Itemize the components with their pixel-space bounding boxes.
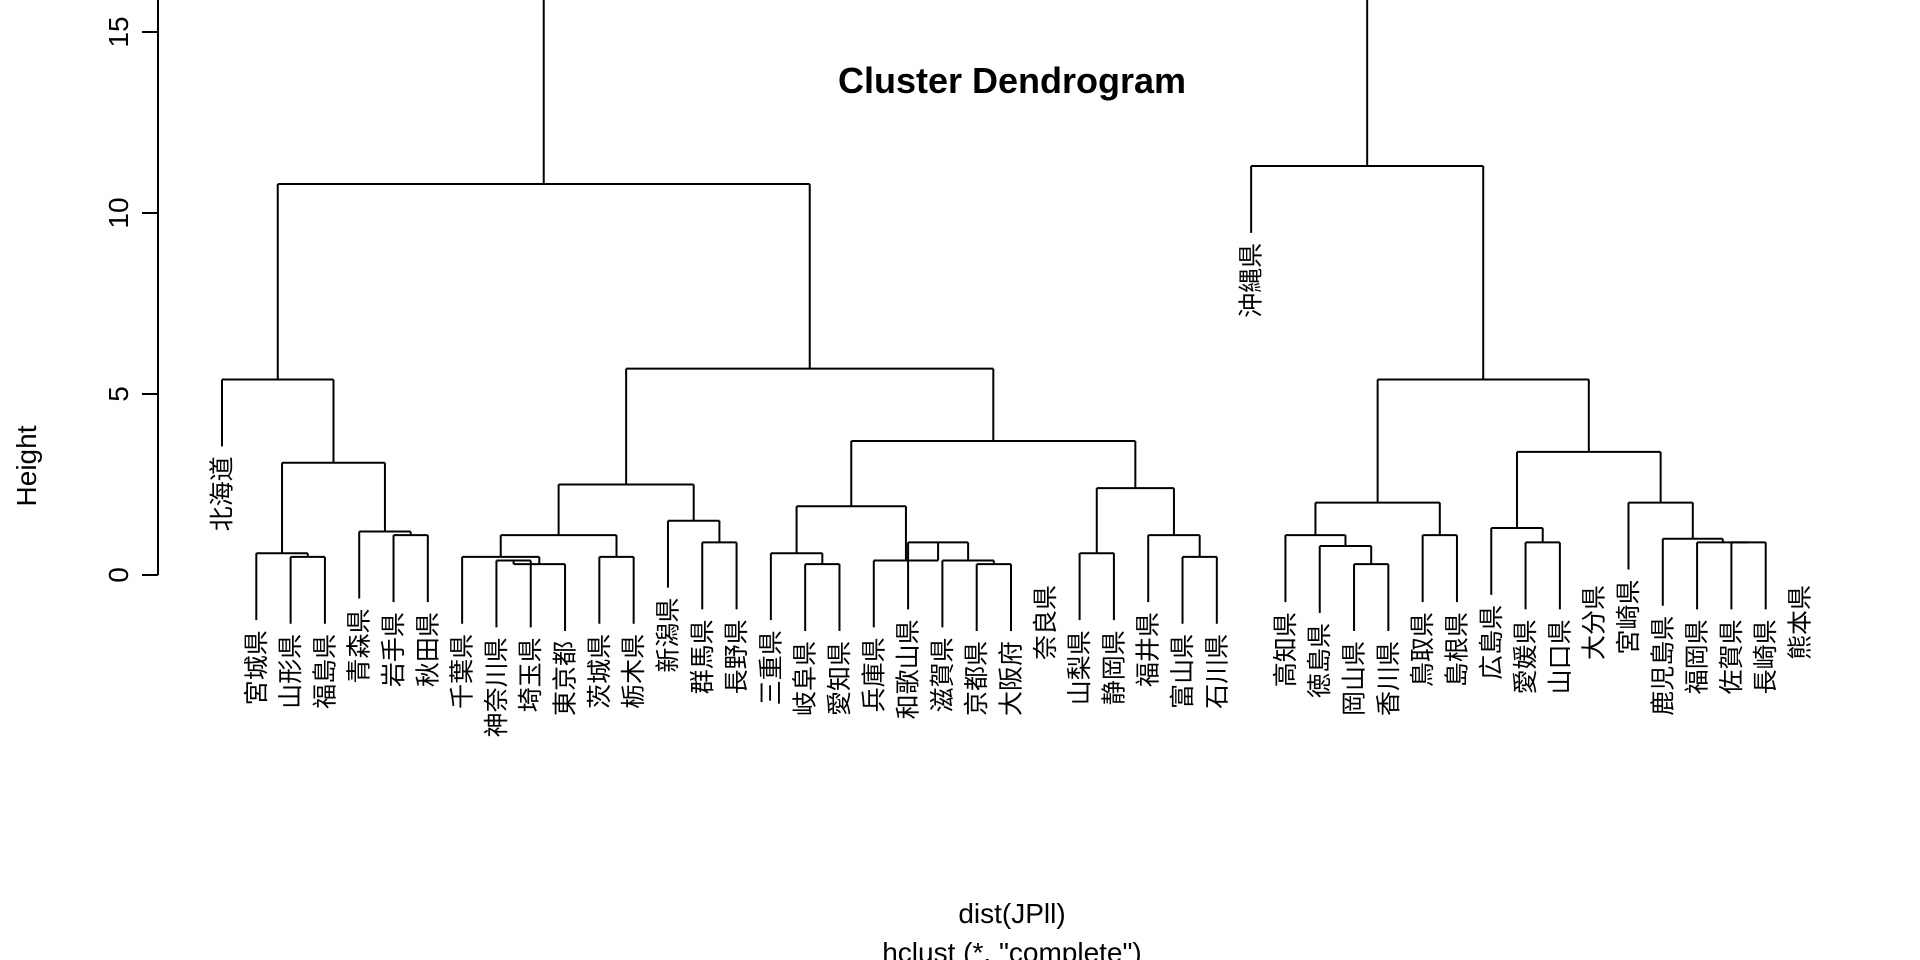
leaf-label: 山口県 [1545,619,1574,694]
leaf-label: 三重県 [756,630,785,705]
leaf-label: 広島県 [1477,605,1506,680]
leaf-label: 山形県 [276,634,305,709]
x-axis-sublabel: hclust (*, "complete") [882,937,1142,960]
leaf-label: 鳥取県 [1408,612,1437,687]
leaf-label: 福岡県 [1683,619,1712,694]
leaf-label: 山梨県 [1065,630,1094,705]
leaf-label: 岡山県 [1340,641,1369,716]
leaf-label: 埼玉県 [516,637,545,712]
leaf-label: 岐阜県 [791,641,820,716]
leaf-label: 高知県 [1271,612,1300,687]
leaf-label: 愛知県 [825,641,854,716]
leaf-label: 和歌山県 [894,619,923,719]
y-axis-label: Height [11,425,42,506]
leaf-label: 大阪府 [997,641,1026,716]
leaf-label: 長野県 [722,619,751,694]
leaf-label: 福島県 [310,634,339,709]
leaf-label: 秋田県 [413,612,442,687]
leaf-label: 岩手県 [379,612,408,687]
y-tick-label: 10 [103,197,134,228]
leaf-label: 愛媛県 [1511,619,1540,694]
leaf-label: 鹿児島県 [1648,616,1677,716]
leaf-label: 島根県 [1442,612,1471,687]
leaf-label: 神奈川県 [482,637,511,737]
leaf-label: 茨城県 [585,634,614,709]
leaf-label: 宮城県 [242,630,271,705]
leaf-label: 福井県 [1134,612,1163,687]
leaf-label: 熊本県 [1786,585,1815,660]
leaf-label: 富山県 [1168,634,1197,709]
leaf-label: 沖縄県 [1237,243,1266,318]
leaf-label: 東京都 [551,641,580,716]
y-tick-label: 5 [103,386,134,402]
leaf-label: 青森県 [345,608,374,683]
leaf-label: 佐賀県 [1717,619,1746,694]
leaf-label: 滋賀県 [928,637,957,712]
leaf-label: 兵庫県 [859,637,888,712]
chart-title: Cluster Dendrogram [838,60,1186,101]
leaf-label: 長崎県 [1751,619,1780,694]
leaf-label: 京都県 [962,641,991,716]
leaf-label: 石川県 [1202,634,1231,709]
y-axis: 05101520 [103,0,159,583]
leaf-label: 群馬県 [688,619,717,694]
leaf-label: 新潟県 [653,598,682,673]
leaf-label: 香川県 [1374,641,1403,716]
leaf-label: 宮崎県 [1614,579,1643,654]
leaf-label: 千葉県 [448,634,477,709]
leaf-label: 北海道 [208,456,237,531]
y-tick-label: 0 [103,567,134,583]
y-tick-label: 15 [103,16,134,47]
x-axis-label: dist(JPll) [958,898,1065,929]
leaf-label: 静岡県 [1099,630,1128,705]
dendrogram-branches [221,0,1767,632]
leaf-label: 栃木県 [619,634,648,709]
leaf-label: 大分県 [1580,585,1609,660]
leaf-label: 徳島県 [1305,623,1334,698]
leaf-label: 奈良県 [1031,585,1060,660]
